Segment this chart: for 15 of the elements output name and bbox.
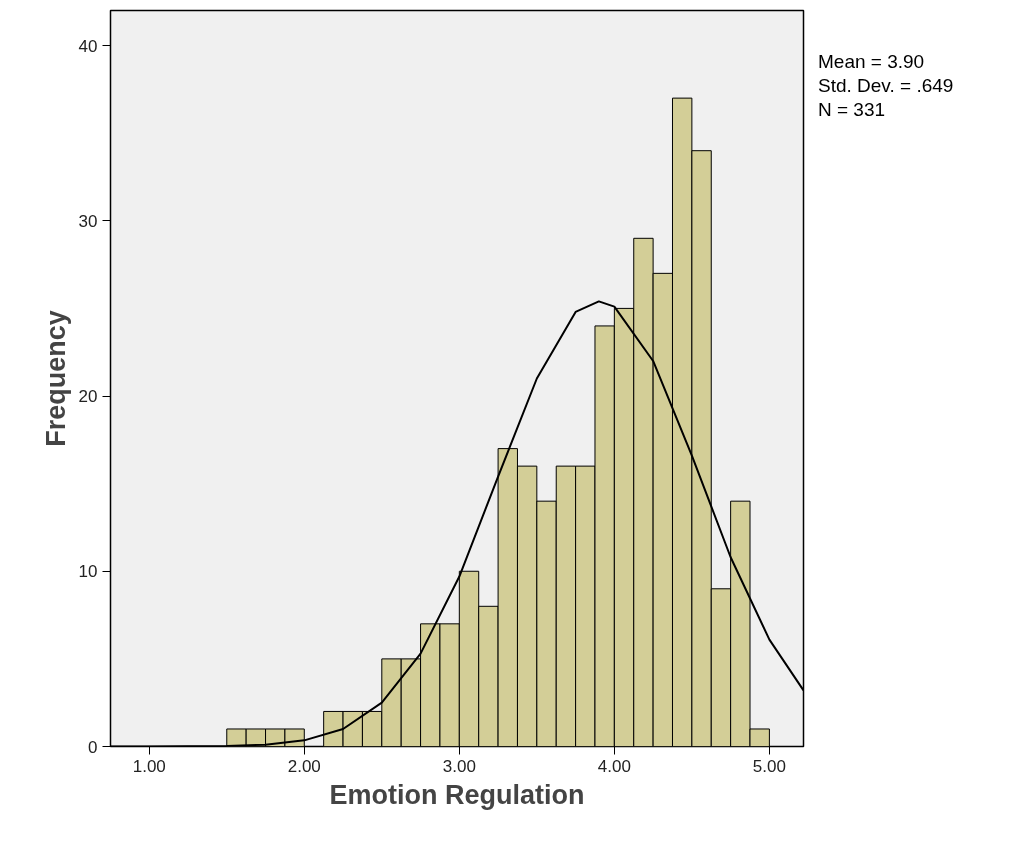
y-tick-label: 10 (78, 562, 98, 582)
x-tick-label: 4.00 (597, 756, 631, 776)
x-axis-title: Emotion Regulation (329, 779, 585, 810)
text: Std. Dev. = .649 (818, 75, 954, 96)
text: N = 331 (818, 99, 886, 120)
y-tick-label: 0 (88, 737, 98, 757)
text: Mean = 3.90 (818, 51, 925, 72)
x-tick-label: 3.00 (442, 756, 476, 776)
y-axis-title: Frequency (40, 310, 71, 447)
y-tick-label: 20 (78, 387, 98, 407)
x-tick-label: 5.00 (752, 756, 786, 776)
y-tick-label: 30 (78, 211, 98, 231)
x-tick-label: 1.00 (132, 756, 166, 776)
y-tick-label: 40 (78, 36, 98, 56)
x-tick-label: 2.00 (287, 756, 321, 776)
